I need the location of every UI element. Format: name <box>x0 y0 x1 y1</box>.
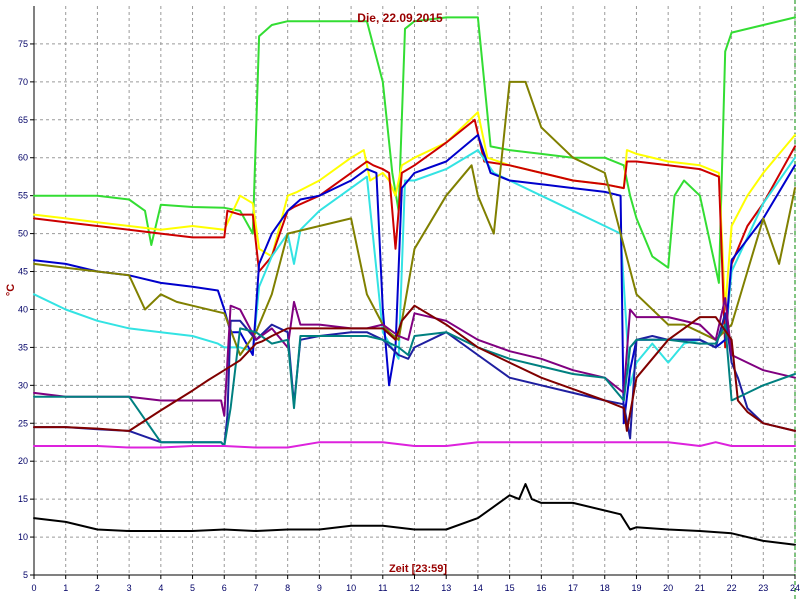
x-tick-label: 13 <box>441 583 451 593</box>
series-line-3 <box>33 118 796 349</box>
series-line-8 <box>33 297 796 417</box>
x-tick-label: 24 <box>790 583 800 593</box>
x-tick-label: 19 <box>631 583 641 593</box>
y-tick-label: 35 <box>18 342 28 352</box>
series-line-6 <box>33 80 796 356</box>
x-tick-label: 6 <box>222 583 227 593</box>
y-tick-label: 70 <box>18 77 28 87</box>
x-tick-label: 10 <box>346 583 356 593</box>
y-tick-label: 15 <box>18 494 28 504</box>
x-tick-label: 20 <box>663 583 673 593</box>
y-tick-label: 25 <box>18 418 28 428</box>
series-line-1 <box>33 16 796 284</box>
y-tick-label: 75 <box>18 39 28 49</box>
series-line-12 <box>33 483 796 546</box>
x-tick-label: 16 <box>536 583 546 593</box>
y-tick-label: 40 <box>18 304 28 314</box>
x-tick-label: 1 <box>63 583 68 593</box>
y-tick-label: 60 <box>18 153 28 163</box>
x-tick-label: 22 <box>727 583 737 593</box>
y-tick-label: 10 <box>18 532 28 542</box>
x-tick-label: 23 <box>758 583 768 593</box>
x-tick-label: 12 <box>409 583 419 593</box>
y-axis-label: °C <box>5 284 17 296</box>
x-tick-label: 5 <box>190 583 195 593</box>
x-tick-label: 11 <box>378 583 387 593</box>
y-tick-label: 30 <box>18 380 28 390</box>
series-line-9 <box>33 323 796 447</box>
x-tick-label: 21 <box>695 583 705 593</box>
series-line-10 <box>33 304 796 432</box>
y-tick-labels: 5 10 15 20 25 30 35 40 45 50 55 60 65 70 75 <box>18 39 34 580</box>
series-line-11 <box>33 441 796 449</box>
series-lines <box>33 16 796 546</box>
y-tick-label: 20 <box>18 456 28 466</box>
y-tick-label: 65 <box>18 115 28 125</box>
x-tick-label: 15 <box>505 583 515 593</box>
chart-title: Die, 22.09.2015 <box>357 11 443 25</box>
x-tick-label: 4 <box>158 583 163 593</box>
series-line-4 <box>33 149 796 387</box>
y-tick-label: 45 <box>18 267 28 277</box>
grid-lines <box>33 6 796 576</box>
x-tick-label: 2 <box>95 583 100 593</box>
x-axis-label: Zeit [23:59] <box>389 563 447 575</box>
x-tick-label: 3 <box>127 583 132 593</box>
y-tick-label: 5 <box>23 570 28 580</box>
x-tick-label: 7 <box>253 583 258 593</box>
x-tick-label: 9 <box>317 583 322 593</box>
x-tick-label: 18 <box>600 583 610 593</box>
x-tick-label: 14 <box>473 583 483 593</box>
y-tick-label: 50 <box>18 229 28 239</box>
x-tick-label: 17 <box>568 583 578 593</box>
x-tick-label: 0 <box>31 583 36 593</box>
x-tick-labels: 0 1 2 3 4 5 6 7 8 9 10 11 12 13 14 15 16 17 18 19 20 21 22 23 24 <box>31 575 800 593</box>
x-tick-label: 8 <box>285 583 290 593</box>
y-tick-label: 55 <box>18 191 28 201</box>
